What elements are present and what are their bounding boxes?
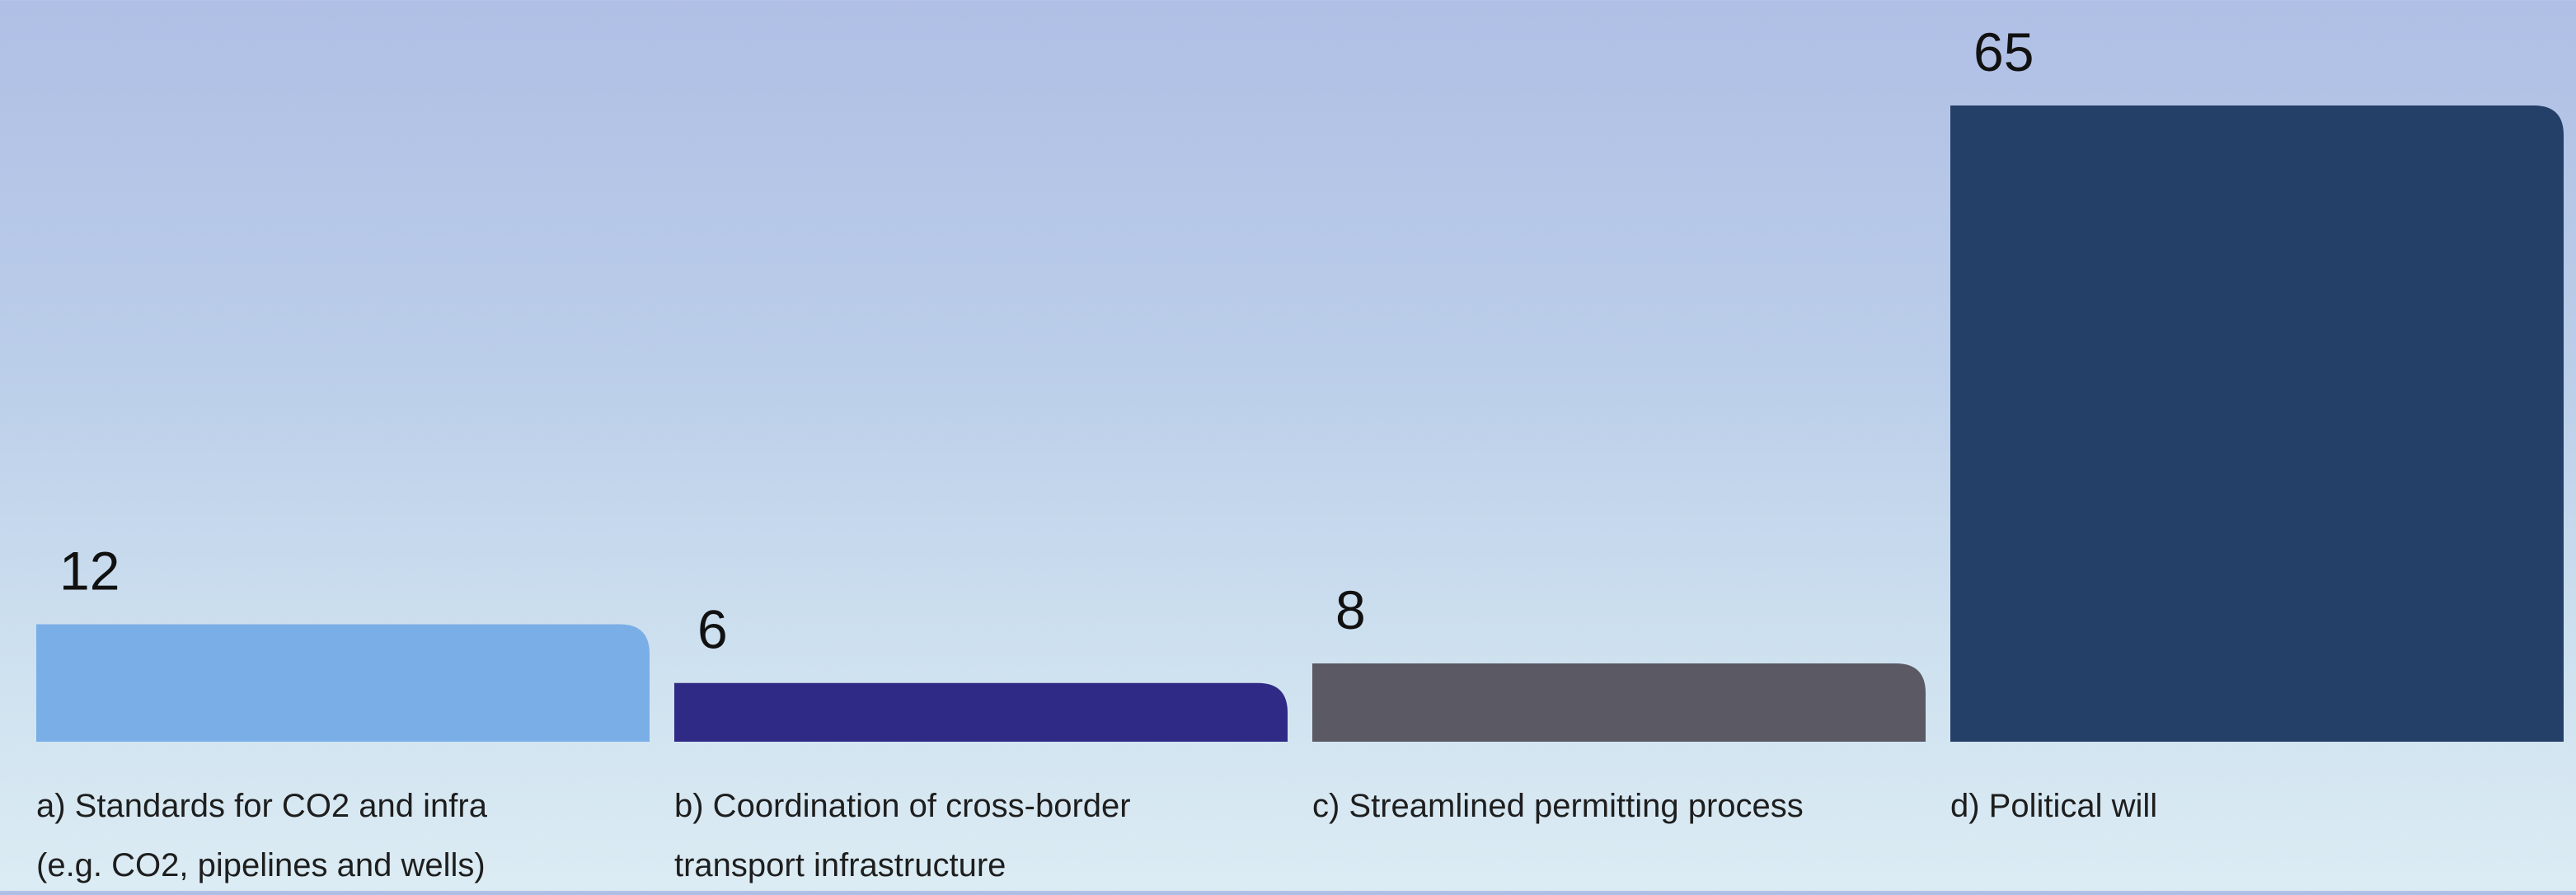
category-label-c-line-1: c) Streamlined permitting process: [1312, 788, 1804, 824]
bar-b: [674, 682, 1288, 742]
category-label-c: c) Streamlined permitting process: [1312, 776, 1922, 836]
category-label-d-line-1: d) Political will: [1950, 788, 2158, 824]
category-label-b-line-1: b) Coordination of cross-border: [674, 788, 1131, 824]
value-label-c: 8: [1335, 579, 1366, 640]
category-label-b: b) Coordination of cross-border transpor…: [674, 776, 1284, 895]
category-label-a-line-1: a) Standards for CO2 and infra: [36, 788, 487, 824]
bar-c: [1312, 663, 1926, 742]
bar-d: [1950, 105, 2564, 742]
category-label-b-line-2: transport infrastructure: [674, 847, 1006, 883]
bar-a: [36, 624, 650, 742]
category-label-a: a) Standards for CO2 and infra (e.g. CO2…: [36, 776, 646, 895]
category-label-d: d) Political will: [1950, 776, 2560, 836]
value-label-d: 65: [1973, 21, 2034, 82]
value-label-a: 12: [59, 540, 120, 601]
category-label-a-line-2: (e.g. CO2, pipelines and wells): [36, 847, 486, 883]
value-label-b: 6: [697, 599, 728, 660]
